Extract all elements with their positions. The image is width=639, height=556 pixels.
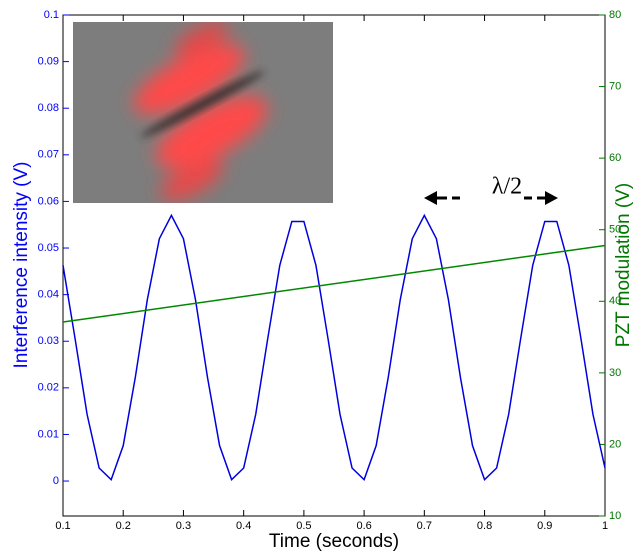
y-tick-label: 0.04 — [38, 289, 59, 301]
x-tick-label: 0.5 — [296, 520, 311, 532]
x-tick-label: 0.9 — [537, 520, 552, 532]
x-tick-label: 0.8 — [477, 520, 492, 532]
data-line — [62, 244, 606, 323]
data-line — [62, 213, 606, 482]
x-axis-title: Time (seconds) — [269, 531, 399, 552]
y-tick-label: 0.06 — [38, 195, 59, 207]
y2-axis-title: PZT modulation (V) — [613, 183, 634, 347]
x-tick-label: 0.1 — [55, 520, 70, 532]
y2-tick-label: 80 — [609, 9, 621, 21]
y2-tick-label: 50 — [609, 224, 621, 236]
x-tick-label: 0.4 — [236, 520, 251, 532]
inset-image — [73, 22, 333, 203]
y-tick-label: 0.03 — [38, 335, 59, 347]
y2-tick-label: 40 — [609, 295, 621, 307]
y-tick-label: 0.05 — [38, 242, 59, 254]
x-tick-label: 0.7 — [417, 520, 432, 532]
y-tick-label: 0.02 — [38, 382, 59, 394]
y-tick-label: 0.01 — [38, 428, 59, 440]
arrow-right — [524, 191, 558, 205]
x-tick-label: 1 — [602, 520, 608, 532]
arrow-left — [424, 191, 460, 205]
x-tick-label: 0.6 — [356, 520, 371, 532]
y-tick-label: 0.1 — [44, 9, 59, 21]
y2-tick-label: 30 — [609, 367, 621, 379]
y-tick-label: 0.09 — [38, 56, 59, 68]
x-tick-label: 0.2 — [116, 520, 131, 532]
y2-tick-label: 10 — [609, 510, 621, 522]
x-tick-label: 0.3 — [176, 520, 191, 532]
y2-tick-label: 20 — [609, 438, 621, 450]
y-axis-title: Interference intensity (V) — [11, 162, 32, 369]
y2-tick-label: 60 — [609, 152, 621, 164]
y2-tick-label: 70 — [609, 80, 621, 92]
y-tick-label: 0.08 — [38, 102, 59, 114]
y-tick-label: 0.07 — [38, 149, 59, 161]
annotation: λ/2 — [492, 174, 522, 200]
y-tick-label: 0 — [53, 475, 59, 487]
